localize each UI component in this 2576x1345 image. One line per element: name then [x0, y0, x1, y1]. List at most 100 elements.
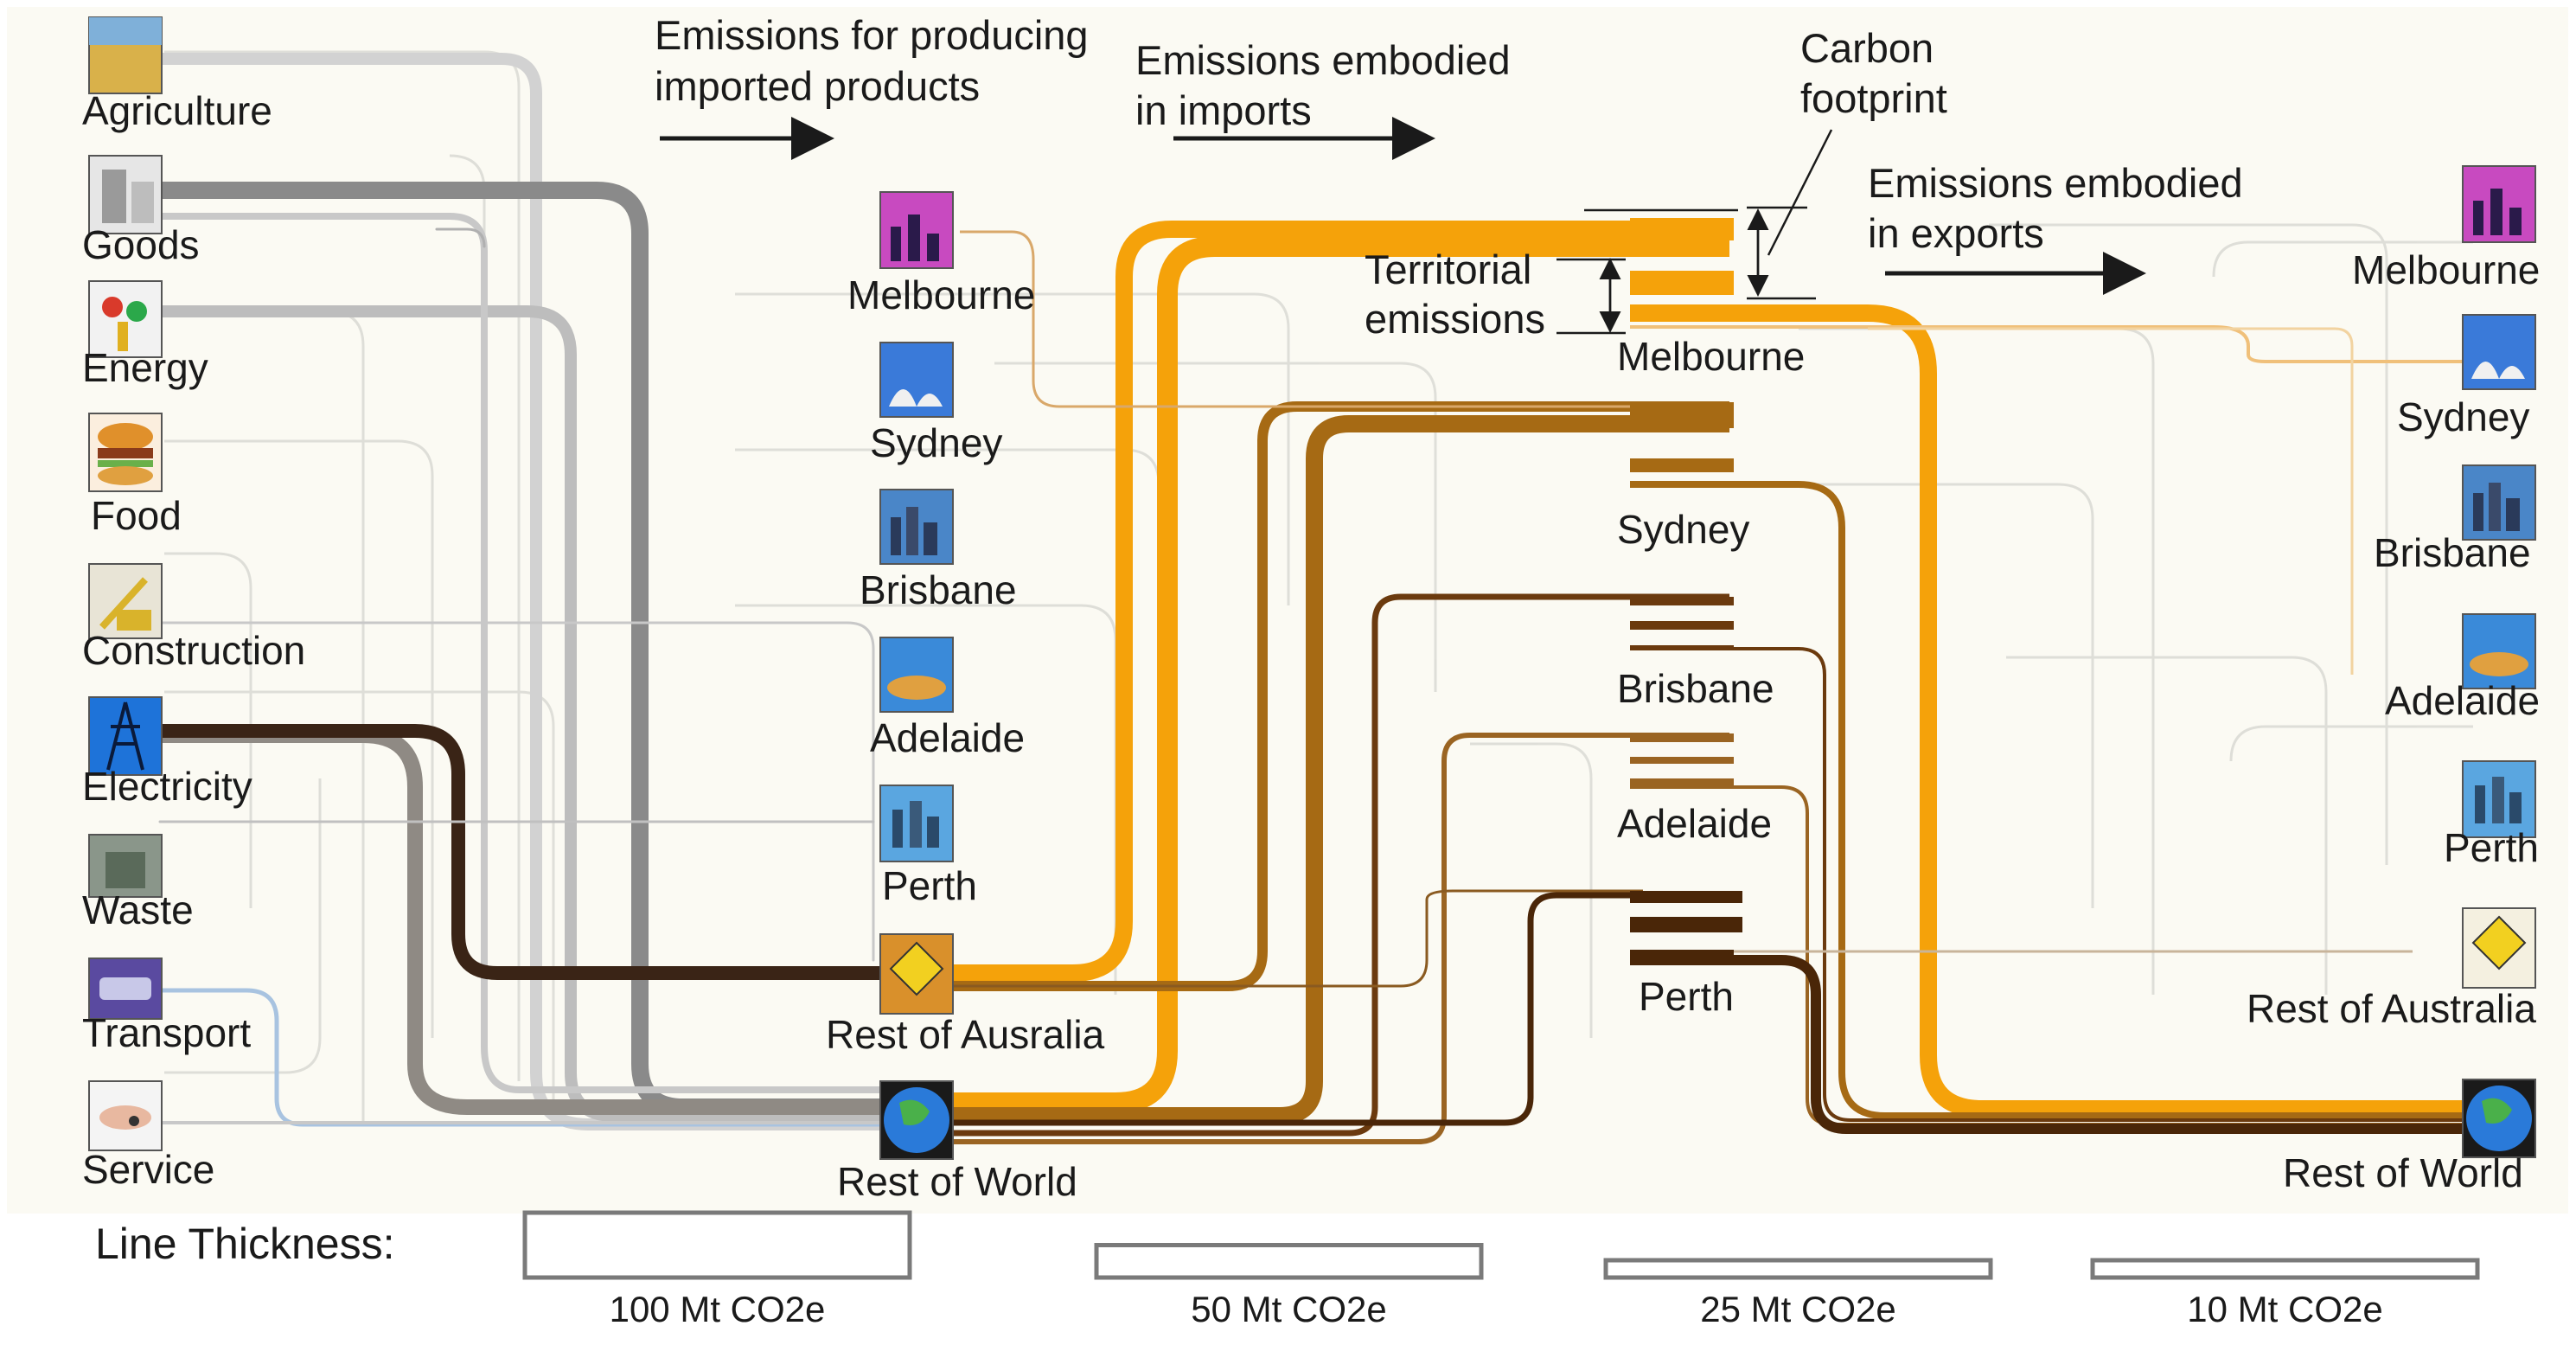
export-label-perth: Perth: [2444, 825, 2539, 870]
flow-electricity-dark: [153, 724, 889, 980]
bar-melbourne-exports: [1630, 310, 1734, 320]
sector-node-transport: Transport: [82, 958, 251, 1055]
header-producing-line2: imported products: [655, 63, 980, 109]
sector-label-service: Service: [82, 1147, 214, 1192]
adelaide-skyline-icon: [879, 637, 954, 713]
sector-node-service: Service: [82, 1080, 214, 1192]
export-node-brisbane: Brisbane: [2374, 464, 2536, 575]
bar-perth-exports: [1630, 950, 1734, 958]
city-label-adelaide: Adelaide: [1617, 801, 1772, 846]
export-node-rest-of-world: Rest of World: [2283, 1079, 2536, 1195]
sector-node-food: Food: [88, 413, 182, 538]
bar-brisbane-territorial: [1630, 621, 1734, 630]
import-label-perth: Perth: [882, 863, 977, 908]
legend-label-10: 10 Mt CO2e: [2187, 1289, 2382, 1329]
header-embodied-imports-line1: Emissions embodied: [1135, 37, 1511, 83]
header-territorial-line2: emissions: [1365, 296, 1545, 342]
legend-box-10: [2090, 1258, 2480, 1280]
flow-goods-thin: [157, 213, 885, 1093]
import-node-adelaide: Adelaide: [870, 637, 1025, 760]
bar-brisbane-exports: [1630, 645, 1734, 650]
bar-sydney-exports: [1630, 481, 1734, 488]
flow-row-sydney: [951, 401, 1729, 991]
sector-label-energy: Energy: [82, 345, 208, 390]
bar-melbourne-territorial: [1630, 271, 1734, 295]
export-label-adelaide: Adelaide: [2385, 678, 2540, 723]
sector-nodes: Agriculture Goods Energy Food C: [82, 16, 305, 1192]
export-node-perth: Perth: [2444, 760, 2539, 870]
flow-melbourne-to-melbourne: [960, 230, 1643, 408]
bracket-annotations: [1556, 129, 1833, 335]
bar-melbourne-footprint: [1630, 218, 1734, 240]
city-label-perth: Perth: [1639, 974, 1734, 1019]
line-thickness-legend: Line Thickness: 100 Mt CO2e 50 Mt CO2e 25 …: [95, 1210, 2480, 1329]
import-label-melbourne: Melbourne: [847, 272, 1035, 317]
legend-label-100: 100 Mt CO2e: [610, 1289, 826, 1329]
city-bar-labels: Melbourne Sydney Brisbane Adelaide Perth: [1617, 334, 1805, 1019]
import-label-sydney: Sydney: [870, 420, 1002, 465]
header-carbon-footprint-line2: footprint: [1800, 75, 1947, 121]
import-node-rest-of-world: Rest of World: [837, 1080, 1077, 1204]
export-node-sydney: Sydney: [2397, 314, 2536, 439]
header-embodied-exports-line2: in exports: [1868, 210, 2044, 256]
sector-node-agriculture: Agriculture: [82, 16, 272, 133]
bar-adelaide-territorial: [1630, 757, 1734, 764]
flow-row-melbourne: [951, 221, 1729, 982]
flow-row-sydney-2: [951, 415, 1729, 1124]
header-carbon-footprint-line1: Carbon: [1800, 25, 1934, 71]
sector-label-food: Food: [91, 493, 182, 538]
bar-sydney-footprint: [1630, 402, 1734, 428]
import-label-brisbane: Brisbane: [860, 567, 1017, 612]
import-node-melbourne: Melbourne: [847, 191, 1035, 317]
legend-label-50: 50 Mt CO2e: [1191, 1289, 1386, 1329]
export-label-brisbane: Brisbane: [2374, 530, 2531, 575]
flow-row-thin-a: [951, 889, 1643, 988]
header-producing-line1: Emissions for producing: [655, 12, 1089, 58]
header-embodied-imports-line2: in imports: [1135, 87, 1312, 133]
sector-node-goods: Goods: [82, 155, 200, 267]
sector-label-construction: Construction: [82, 628, 305, 673]
export-label-melbourne: Melbourne: [2352, 247, 2540, 292]
import-region-nodes: Melbourne Sydney Brisbane Adelaide Perth…: [826, 191, 1105, 1204]
city-bars: [1630, 218, 1742, 958]
legend-box-100: [522, 1210, 912, 1280]
flow-row-melbourne-2: [951, 236, 1729, 1113]
sector-node-electricity: Electricity: [82, 696, 252, 809]
import-node-rest-of-australia: Rest of Ausralia: [826, 933, 1105, 1057]
import-node-sydney: Sydney: [870, 342, 1002, 465]
bar-sydney-territorial: [1630, 458, 1734, 472]
export-label-sydney: Sydney: [2397, 394, 2529, 439]
sector-label-transport: Transport: [82, 1010, 251, 1055]
sector-node-energy: Energy: [82, 280, 208, 390]
sector-node-waste: Waste: [82, 834, 194, 932]
flow-export-sydney-world: [1630, 481, 2473, 1119]
flow-row-brisbane: [951, 593, 1729, 1137]
bar-perth-footprint: [1630, 891, 1742, 903]
city-label-brisbane: Brisbane: [1617, 666, 1774, 711]
sector-label-goods: Goods: [82, 222, 200, 267]
flow-sector-thin-1: [435, 227, 486, 248]
flow-row-adelaide: [951, 733, 1729, 1144]
header-territorial-line1: Territorial: [1365, 247, 1531, 292]
sector-flows: [151, 53, 891, 1130]
flow-export-brisbane-world: [1630, 647, 2473, 1122]
export-node-melbourne: Melbourne: [2352, 165, 2540, 292]
bar-brisbane-footprint: [1630, 597, 1734, 605]
sector-label-agriculture: Agriculture: [82, 88, 272, 133]
bar-perth-territorial: [1630, 917, 1742, 932]
city-label-melbourne: Melbourne: [1617, 334, 1805, 379]
import-flows: [951, 221, 1729, 1144]
legend-label-25: 25 Mt CO2e: [1700, 1289, 1895, 1329]
export-node-rest-of-australia: Rest of Australia: [2247, 907, 2536, 1031]
import-node-perth: Perth: [879, 785, 977, 908]
flow-export-perth-world: [1630, 955, 2473, 1134]
flow-export-thin-sydney: [1868, 327, 2354, 675]
flow-construction: [158, 621, 875, 962]
import-label-rest-of-australia: Rest of Ausralia: [826, 1012, 1105, 1057]
flow-row-perth: [951, 892, 1729, 1126]
power-pylon-icon: [88, 696, 163, 776]
legend-box-25: [1603, 1258, 1993, 1280]
flow-export-melbourne-world: [1630, 304, 2473, 1118]
